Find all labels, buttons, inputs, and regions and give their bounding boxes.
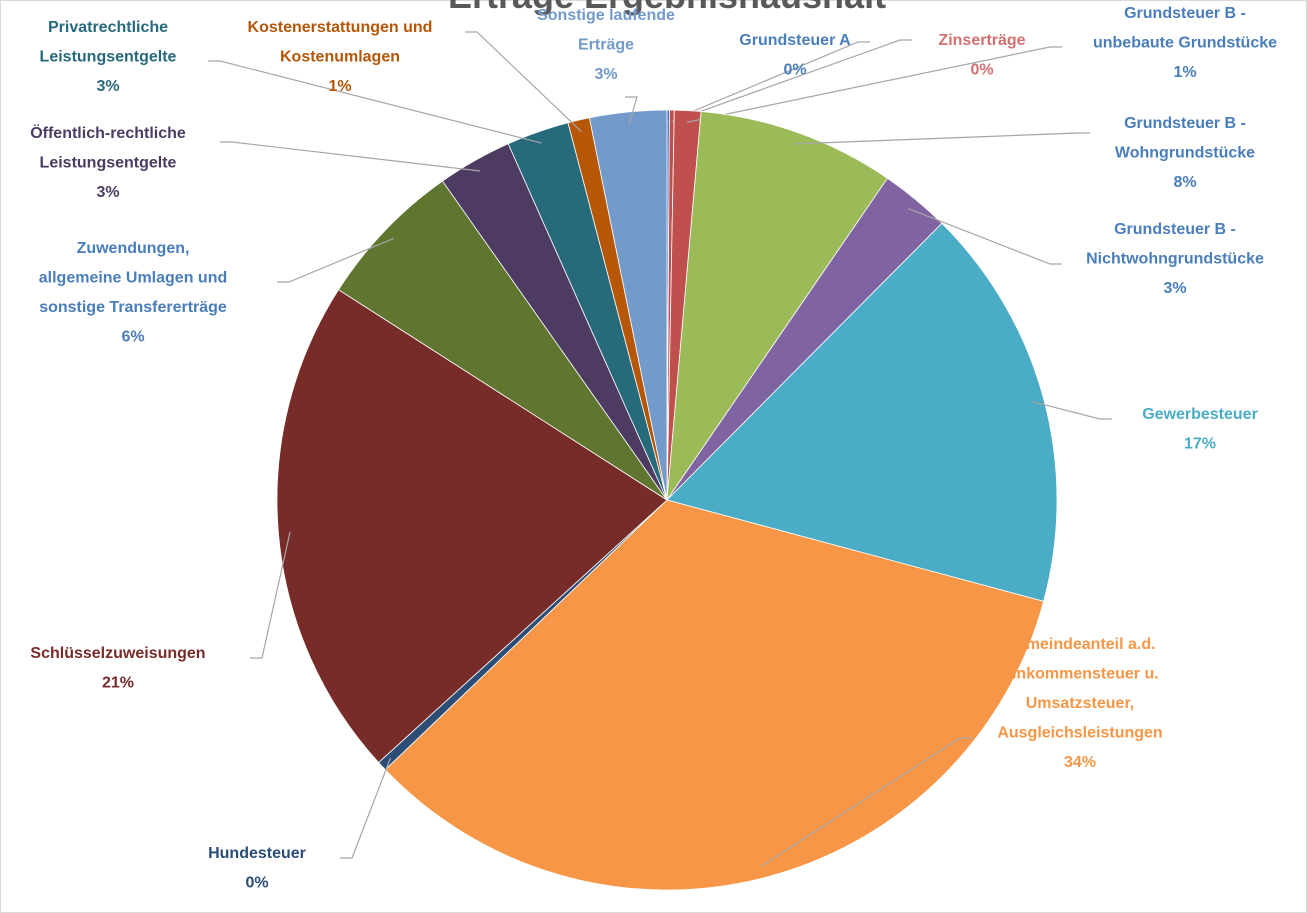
pie-slice xyxy=(588,109,668,501)
slice-label: Privatrechtliche Leistungsentgelte xyxy=(40,19,177,66)
leader-line xyxy=(671,39,912,123)
leader-line xyxy=(1032,401,1112,420)
pie-slice xyxy=(666,111,889,502)
slice-value-label: 0% xyxy=(245,875,268,892)
slice-label: Gemeindeanteil a.d. Einkommensteuer u. Ums… xyxy=(997,636,1162,742)
leader-line xyxy=(250,531,291,659)
pie-slice xyxy=(276,289,668,764)
slice-value-label: 1% xyxy=(1173,64,1196,81)
leader-line xyxy=(625,96,638,124)
pie-slice xyxy=(666,222,1058,602)
chart-title: Erträge Ergebnishaushalt xyxy=(448,0,886,16)
leader-line xyxy=(667,41,870,123)
slice-value-label: 1% xyxy=(328,78,351,95)
slice-value-label: 21% xyxy=(102,675,134,692)
pie-slice xyxy=(337,180,668,501)
leader-line xyxy=(277,237,394,283)
slice-label: Grundsteuer B -Nichtwohngrundstücke xyxy=(1086,221,1264,268)
slice-value-label: 17% xyxy=(1184,436,1216,453)
leader-line xyxy=(340,757,392,859)
slice-value-label: 0% xyxy=(783,62,806,79)
slice-label: Zuwendungen, allgemeine Umlagen und sonsti… xyxy=(39,240,227,316)
leader-line xyxy=(220,141,481,172)
leader-line xyxy=(794,132,1090,145)
leader-line xyxy=(465,31,582,132)
slice-value-label: 3% xyxy=(1163,280,1186,297)
slice-value-label: 3% xyxy=(594,66,617,83)
slice-label: Zinserträge xyxy=(938,32,1025,49)
slice-label: Sonstige laufende Erträge xyxy=(537,7,675,54)
slice-label: Öffentlich-rechtliche Leistungsentgelte xyxy=(30,123,186,172)
leader-line xyxy=(686,46,1062,123)
pie-slice xyxy=(384,499,1045,891)
slice-value-label: 34% xyxy=(1064,754,1096,771)
slice-label: Schlüsselzuweisungen xyxy=(30,645,205,662)
slice-label: Gewerbesteuer xyxy=(1142,406,1258,423)
leader-line xyxy=(208,60,542,144)
leader-line xyxy=(908,208,1062,265)
leader-line xyxy=(760,737,972,868)
slice-label: Kostenerstattungen und Kostenumlagen xyxy=(248,19,433,66)
slice-value-label: 0% xyxy=(970,62,993,79)
slice-value-label: 8% xyxy=(1173,174,1196,191)
slice-label: Grundsteuer A xyxy=(739,32,851,49)
slice-label: Grundsteuer B -Wohngrundstücke xyxy=(1115,115,1255,162)
slice-label: Grundsteuer B -unbebaute Grundstücke xyxy=(1093,5,1277,52)
slice-value-label: 6% xyxy=(121,329,144,346)
slice-value-label: 3% xyxy=(96,78,119,95)
slice-value-label: 3% xyxy=(96,184,119,201)
slice-label: Hundesteuer xyxy=(208,845,306,862)
